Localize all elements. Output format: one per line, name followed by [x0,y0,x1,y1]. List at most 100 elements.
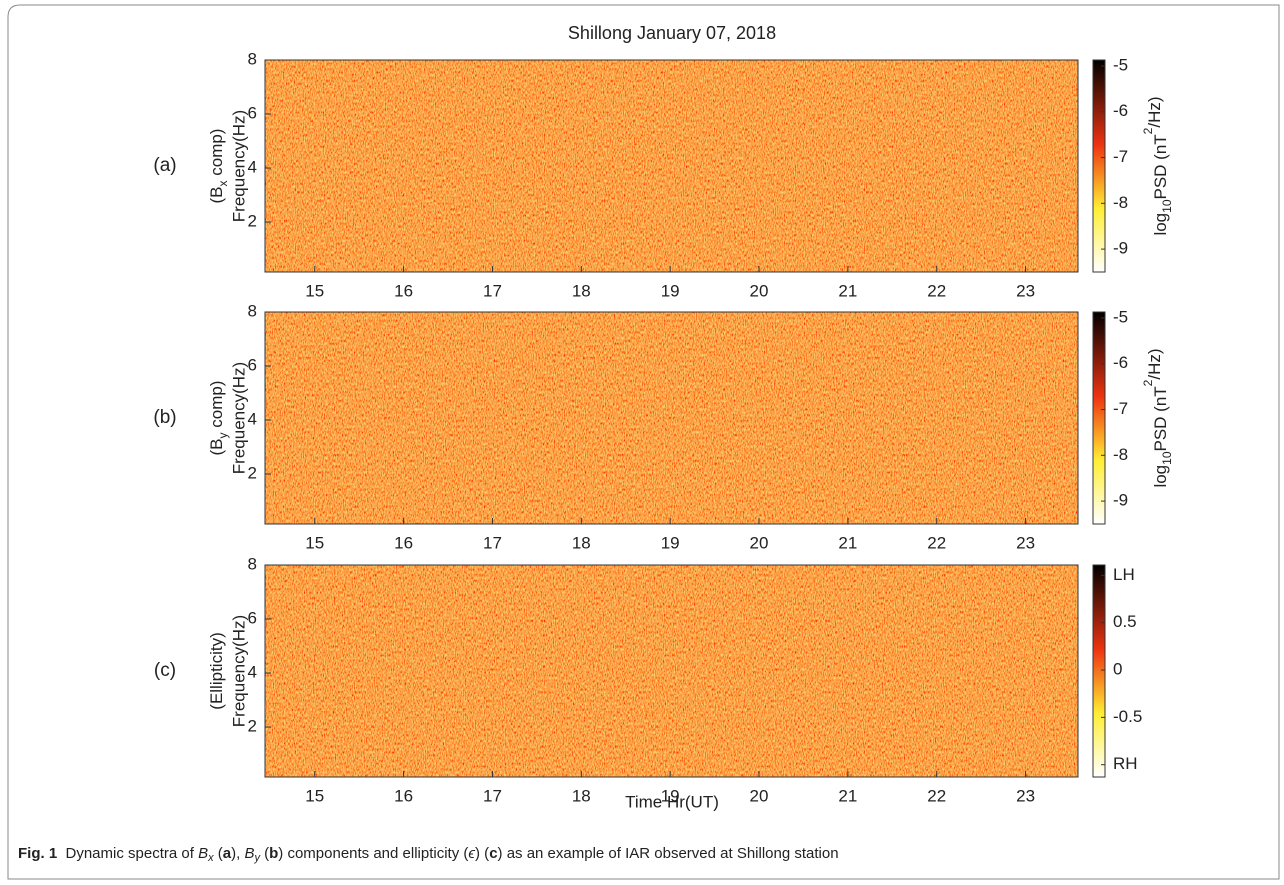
colorbar-tick-label: -6 [1113,101,1128,120]
x-tick-label: 15 [305,533,324,552]
y-tick-label: 4 [248,663,257,682]
x-tick-label: 16 [394,281,413,300]
x-tick-label: 16 [394,786,413,805]
label-part: PSD (nT [1151,134,1170,199]
y-tick-label: 2 [248,464,257,483]
y-tick-label: 8 [248,554,257,573]
x-tick-label: 22 [927,533,946,552]
x-tick-label: 22 [927,786,946,805]
y-axis-label-component: (Ellipticity) [207,632,226,709]
colorbar [1092,311,1106,525]
caption-part: c [489,845,497,862]
plot-border [264,59,1079,273]
spectrogram-texture [265,312,1078,524]
figure-title: Shillong January 07, 2018 [568,23,776,43]
y-tick-label: 6 [248,103,257,122]
y-tick-label: 8 [248,49,257,68]
caption-part: ) components and ellipticity ( [278,845,468,862]
x-tick-label: 20 [750,786,769,805]
y-axis-label-component: (Bx comp) [207,129,230,204]
caption-part: ϵ [468,845,475,862]
x-tick-label: 16 [394,533,413,552]
colorbar-tick-label: -0.5 [1113,707,1142,726]
x-tick-label: 23 [1016,281,1035,300]
caption-part: x [207,852,214,864]
panel-label: (c) [154,660,176,681]
label-part: 10 [1160,451,1174,465]
x-tick-label: 20 [750,281,769,300]
x-tick-label: 18 [572,281,591,300]
caption: Fig. 1 Dynamic spectra of Bx (a), By (b)… [18,845,839,864]
x-tick-label: 22 [927,281,946,300]
x-tick-label: 21 [838,281,857,300]
x-tick-label: 17 [483,281,502,300]
caption-part: Fig. 1 [18,845,57,862]
y-tick-label: 6 [248,355,257,374]
colorbar [1092,59,1106,273]
plot-border [264,311,1079,525]
panel-label: (a) [153,155,176,176]
x-tick-label: 19 [661,533,680,552]
y-axis-label: Frequency(Hz) [229,362,248,474]
caption-part: y [253,852,261,864]
label-part: x [216,180,230,186]
frame [7,4,1280,880]
colorbar-tick-label: 0 [1113,660,1122,679]
colorbar-tick-label: 0.5 [1113,612,1137,631]
colorbar-tick-label: -5 [1113,55,1128,74]
colorbar-tick-label: -5 [1113,307,1128,326]
caption-part: B [198,845,208,862]
colorbar-tick-label: LH [1113,565,1135,584]
label-part: 2 [1141,127,1155,134]
x-tick-label: 23 [1016,786,1035,805]
colorbar-tick-label: -9 [1113,491,1128,510]
y-tick-label: 6 [248,608,257,627]
label-part: comp) [207,381,226,433]
label-part: /Hz) [1145,96,1164,127]
colorbar-tick-label: -9 [1113,239,1128,258]
y-axis-label: Frequency(Hz) [229,110,248,222]
x-tick-label: 18 [572,533,591,552]
caption-part: Dynamic spectra of [57,845,198,862]
colorbar-label: log10PSD (nT2/Hz) [1141,348,1174,487]
colorbar-tick-label: -8 [1113,193,1128,212]
x-tick-label: 19 [661,281,680,300]
colorbar-tick-label: -8 [1113,445,1128,464]
x-axis-label: Time Hr(UT) [625,792,719,811]
panel-label: (b) [153,407,176,428]
spectrogram-texture [265,60,1078,272]
label-part: 10 [1160,199,1174,213]
y-tick-label: 2 [248,717,257,736]
x-tick-label: 21 [838,533,857,552]
label-part: log [1151,465,1170,488]
y-tick-label: 4 [248,158,257,177]
label-part: comp) [207,129,226,181]
colorbar-label: log10PSD (nT2/Hz) [1141,96,1174,235]
x-tick-label: 15 [305,281,324,300]
caption-part: ( [260,845,269,862]
y-tick-label: 4 [248,410,257,429]
label-part: 2 [1141,379,1155,386]
x-tick-label: 21 [838,786,857,805]
plot-border [264,564,1079,778]
caption-part: ( [214,845,223,862]
y-tick-label: 8 [248,301,257,320]
x-tick-label: 23 [1016,533,1035,552]
x-tick-label: 19 [661,786,680,805]
x-tick-label: 20 [750,533,769,552]
label-part: /Hz) [1145,348,1164,379]
y-axis-label: Frequency(Hz) [229,615,248,727]
label-part: (B [207,186,226,203]
caption-part: ), [231,845,244,862]
caption-part: ) as an example of IAR observed at Shill… [498,845,839,862]
label-part: (Ellipticity) [207,632,226,709]
caption-part: b [269,845,278,862]
colorbar-tick-label: -6 [1113,353,1128,372]
caption-part: ) ( [475,845,489,862]
colorbar [1092,564,1106,778]
colorbar-tick-label: -7 [1113,147,1128,166]
label-part: y [216,432,230,438]
caption-part: B [244,845,254,862]
y-axis-label-component: (By comp) [207,381,230,456]
x-tick-label: 15 [305,786,324,805]
